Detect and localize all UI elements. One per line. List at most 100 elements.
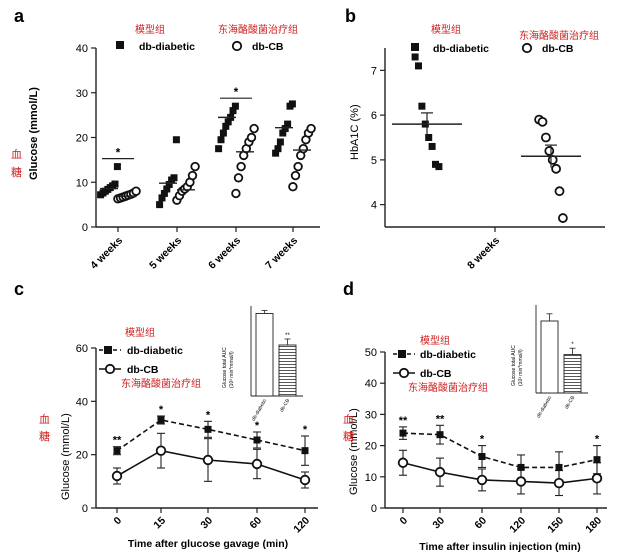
- panel-a-significance-star: *: [234, 85, 239, 99]
- panel-d-significance-star: *: [595, 434, 600, 446]
- panel-d-x-tick-label: 30: [430, 515, 447, 532]
- panel-a-point-db-cb: [131, 186, 141, 196]
- panel-c-significance-star: *: [255, 420, 260, 432]
- panel-a-point-db-cb: [290, 170, 301, 181]
- panel-d-y-tick-label: 0: [371, 503, 377, 515]
- panel-d-point-db-cb: [434, 466, 446, 478]
- panel-b-y-tick-label: 4: [371, 200, 377, 212]
- panel-a-point-db-cb: [293, 161, 303, 172]
- panel-a-point-db-diabetic: [172, 136, 180, 144]
- panel-d-inset-ylabel-unit: (10³ min*mmol/l): [518, 349, 524, 386]
- panel-d-inset-x-label: db-CB: [564, 394, 577, 410]
- panel-a-point-db-diabetic: [281, 125, 289, 133]
- panel-a-letter: a: [14, 6, 25, 26]
- panel-c-ylabel-cn-2: 糖: [39, 429, 50, 443]
- panel-c-legend-label-1: db-diabetic: [127, 345, 183, 357]
- panel-a-point-db-diabetic: [274, 145, 282, 153]
- panel-c-y-tick-label: 20: [76, 450, 88, 462]
- panel-b-point-db-cb: [537, 116, 548, 127]
- panel-c-xlabel: Time after glucose gavage (min): [128, 538, 288, 550]
- panel-c-legend-circle-marker: [104, 363, 116, 375]
- panel-d-legend-label-2: db-CB: [420, 368, 452, 380]
- panel-a-x-tick-label: 7 weeks: [263, 235, 300, 272]
- panel-a-x-tick-label: 4 weeks: [88, 235, 125, 272]
- panel-d-legend-label-1: db-diabetic: [420, 349, 476, 361]
- panel-b-y-tick-label: 6: [371, 110, 377, 122]
- panel-d-point-db-diabetic: [555, 463, 563, 471]
- panel-c-significance-star: *: [206, 409, 211, 421]
- panel-a-ylabel-cn-1: 血: [11, 147, 22, 161]
- panel-c-point-db-cb: [251, 458, 263, 470]
- panel-c-point-db-diabetic: [204, 425, 212, 433]
- panel-d-inset-bar-db-cb: [563, 354, 582, 394]
- panel-b-point-db-diabetic: [428, 142, 436, 150]
- panel-b-point-db-diabetic: [418, 102, 426, 110]
- panel-b: HbA1C (%) 模型组 db-diabetic 东海酪酸菌治疗组 db-CB: [349, 23, 599, 160]
- panel-b-point-db-cb: [541, 132, 551, 143]
- panel-d-ylabel: Glucose (mmol/L): [348, 408, 360, 495]
- panel-c-inset-bar-db-diabetic: [255, 313, 274, 397]
- panel-b-ylabel: HbA1C (%): [349, 104, 361, 160]
- panel-a-legend-circle-marker: [231, 40, 243, 52]
- panel-c-significance-star: **: [113, 435, 122, 447]
- panel-c-legend-note-2: 东海酪酸菌治疗组: [121, 377, 201, 390]
- panel-c-point-db-cb: [111, 470, 123, 482]
- panel-a-x-tick-label: 6 weeks: [206, 235, 243, 272]
- panel-d-legend-circle-marker: [398, 367, 410, 379]
- panel-b-y-tick-label: 5: [371, 155, 377, 167]
- panel-a-point-db-diabetic: [160, 189, 168, 197]
- panel-c-y-tick-label: 60: [76, 343, 88, 355]
- panel-b-point-db-diabetic: [435, 163, 443, 171]
- panel-a-point-db-diabetic: [158, 194, 166, 202]
- panel-d-point-db-diabetic: [399, 429, 407, 437]
- panel-a-significance-star: *: [116, 146, 121, 160]
- panel-b-point-db-cb: [551, 163, 561, 174]
- panel-c-inset-x-label: db-CB: [279, 397, 292, 413]
- panel-a-y-tick-label: 10: [76, 177, 88, 189]
- panel-c-point-db-diabetic: [157, 416, 165, 424]
- panel-a-legend-note-1: 模型组: [135, 23, 165, 36]
- panel-b-legend-label-2: db-CB: [542, 43, 574, 55]
- panel-c-legend: 模型组 db-diabetic db-CB 东海酪酸菌治疗组: [99, 326, 201, 390]
- panel-b-point-db-cb: [558, 213, 568, 223]
- panel-b-legend-label-1: db-diabetic: [433, 43, 489, 55]
- panel-d-inset-x-label: db-diabetic: [536, 395, 554, 420]
- panel-c-ylabel: Glucose (mmol/L): [60, 413, 72, 500]
- panel-d-inset: Glucose total AUC (10³ min*mmol/l): [511, 345, 524, 386]
- panel-d-point-db-diabetic: [593, 456, 601, 464]
- panel-c-ylabel-cn-1: 血: [39, 412, 50, 426]
- panel-d-x-tick-label: 60: [472, 515, 489, 532]
- panel-d-x-tick-label: 180: [583, 515, 604, 536]
- panel-d-y-tick-label: 30: [365, 409, 377, 421]
- panel-c-point-db-diabetic: [253, 436, 261, 444]
- panel-c-x-tick-label: 120: [291, 515, 312, 536]
- panel-d-legend-note-2: 东海酪酸菌治疗组: [408, 381, 488, 394]
- panel-b-legend: 模型组 db-diabetic 东海酪酸菌治疗组 db-CB: [411, 23, 599, 55]
- panel-b-legend-note-2: 东海酪酸菌治疗组: [519, 29, 599, 42]
- panel-c-significance-star: *: [159, 404, 164, 416]
- panel-d-legend-note-1: 模型组: [420, 334, 450, 347]
- panel-c-letter: c: [14, 279, 24, 299]
- panel-d-line-db-diabetic: [402, 432, 598, 469]
- panel-c-legend-label-2: db-CB: [127, 364, 159, 376]
- panel-d-point-db-cb: [397, 457, 409, 468]
- panel-b-point-db-cb: [544, 146, 555, 156]
- panel-c-x-tick-label: 15: [151, 515, 168, 532]
- panel-c-inset-significance-star: **: [285, 333, 290, 339]
- panel-a-y-tick-label: 30: [76, 88, 88, 100]
- panel-a-point-db-diabetic: [219, 129, 227, 137]
- panel-a-ylabel-cn-2: 糖: [11, 165, 22, 179]
- panel-d-point-db-diabetic: [478, 453, 486, 461]
- panel-c-significance-star: *: [303, 424, 308, 436]
- panel-d-ylabel-cn-1: 血: [343, 412, 354, 426]
- panel-d-x-tick-label: 120: [507, 515, 528, 536]
- panel-b-point-db-cb: [547, 154, 558, 165]
- panel-d-xlabel: Time after insulin injection (min): [419, 541, 580, 553]
- panel-b-point-db-diabetic: [425, 134, 433, 141]
- panel-c-point-db-cb: [299, 474, 311, 486]
- panel-d-point-db-cb: [476, 474, 488, 486]
- panel-a-y-tick-label: 20: [76, 133, 88, 145]
- panel-a-point-db-cb: [288, 182, 298, 192]
